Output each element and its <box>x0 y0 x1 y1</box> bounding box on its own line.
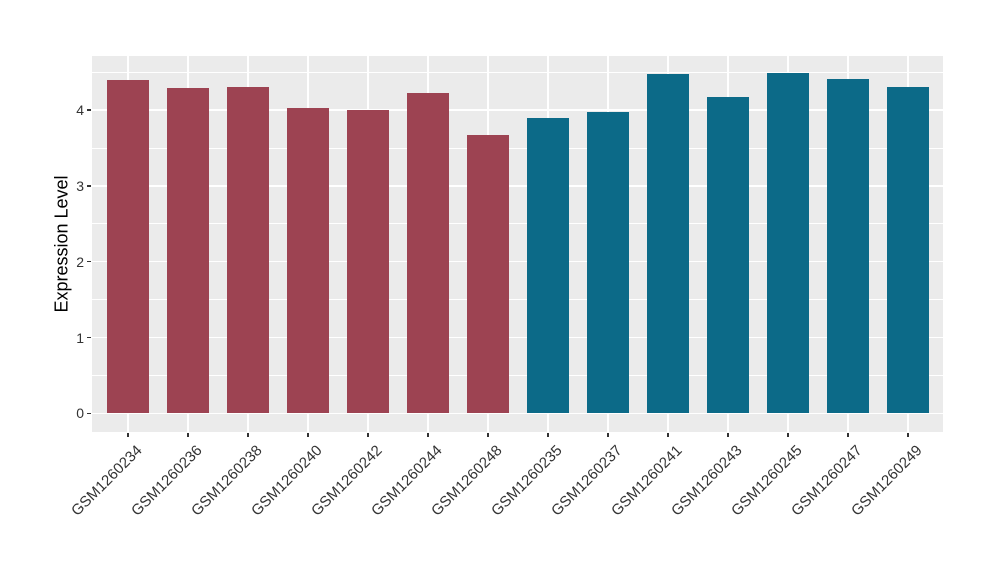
y-tick-mark <box>87 185 91 187</box>
h-gridline-minor <box>92 375 943 376</box>
y-tick-label: 2 <box>76 253 84 270</box>
bar <box>347 110 389 414</box>
y-tick-label: 1 <box>76 329 84 346</box>
x-tick-mark <box>727 433 729 437</box>
bar <box>287 107 329 414</box>
bar <box>407 92 449 414</box>
h-gridline-minor <box>92 223 943 225</box>
x-tick-mark <box>907 433 909 437</box>
bar <box>767 72 809 414</box>
y-axis-title: Expression Level <box>51 175 72 313</box>
y-tick-mark <box>87 336 91 339</box>
plot-panel <box>92 56 943 432</box>
bar <box>107 79 149 414</box>
h-gridline-minor <box>92 299 943 300</box>
x-tick-mark <box>187 433 189 437</box>
x-tick-mark <box>127 433 129 437</box>
x-tick-mark <box>487 433 489 437</box>
x-tick-mark <box>607 433 609 437</box>
x-tick-mark <box>847 433 849 437</box>
h-gridline-minor <box>92 147 943 149</box>
y-tick-mark <box>87 412 91 415</box>
x-tick-mark <box>427 433 429 437</box>
y-tick-label: 4 <box>76 102 84 119</box>
h-gridline-major <box>92 109 943 111</box>
h-gridline-major <box>92 336 943 339</box>
y-tick-mark <box>87 109 91 111</box>
h-gridline-major <box>92 185 943 187</box>
bar <box>527 117 569 414</box>
bar <box>707 97 749 414</box>
h-gridline-minor <box>92 71 943 73</box>
x-tick-mark <box>367 433 369 437</box>
bar <box>887 86 929 414</box>
bar <box>227 86 269 414</box>
y-tick-mark <box>87 260 91 263</box>
bar <box>647 74 689 414</box>
y-tick-label: 0 <box>76 405 84 422</box>
x-tick-mark <box>667 433 669 437</box>
x-tick-mark <box>547 433 549 437</box>
x-tick-mark <box>787 433 789 437</box>
bar <box>587 112 629 414</box>
bar <box>827 79 869 414</box>
bar <box>467 135 509 414</box>
h-gridline-major <box>92 260 943 263</box>
x-tick-mark <box>247 433 249 437</box>
bar <box>167 88 209 414</box>
x-tick-mark <box>307 433 309 437</box>
h-gridline-major <box>92 412 943 415</box>
y-tick-label: 3 <box>76 177 84 194</box>
